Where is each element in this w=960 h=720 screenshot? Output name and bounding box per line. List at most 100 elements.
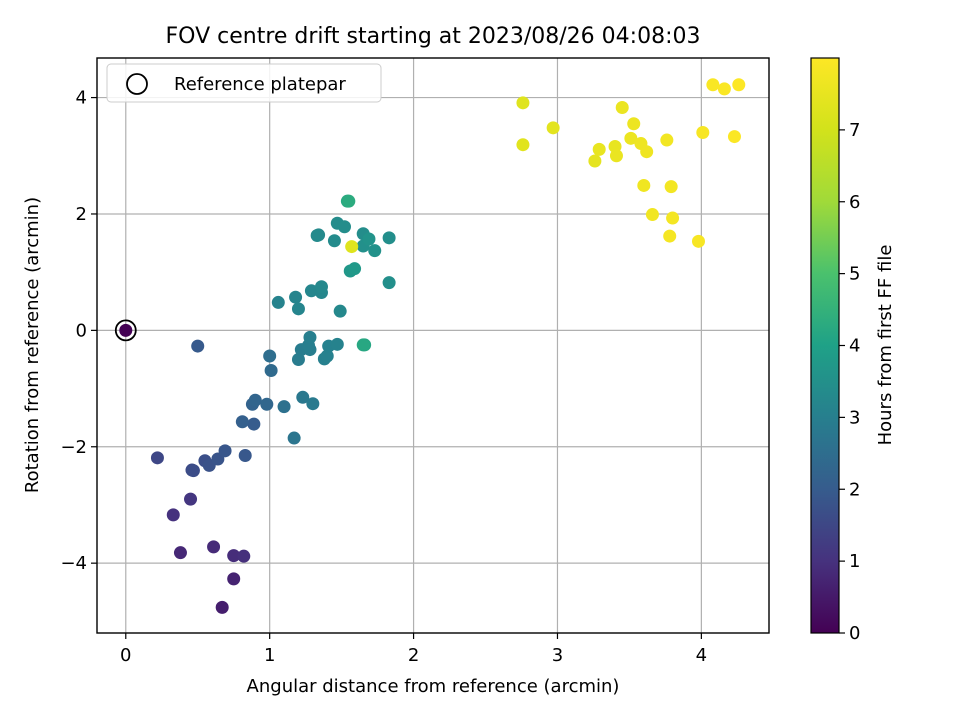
colorbar-tick-label: 3 bbox=[849, 407, 860, 428]
data-point bbox=[263, 349, 277, 363]
data-point bbox=[691, 234, 705, 248]
data-point bbox=[645, 208, 659, 222]
data-point bbox=[342, 194, 356, 208]
data-point bbox=[218, 444, 232, 458]
data-point bbox=[516, 96, 530, 110]
x-axis-ticks: 0 1 2 3 4 bbox=[120, 633, 707, 666]
data-point bbox=[186, 464, 200, 478]
reference-marker bbox=[114, 319, 137, 342]
data-point bbox=[207, 540, 221, 554]
data-point bbox=[706, 78, 720, 92]
data-point bbox=[362, 232, 376, 246]
x-tick-label: 0 bbox=[120, 645, 131, 666]
y-tick-label: 4 bbox=[76, 88, 87, 109]
y-tick-label: −4 bbox=[60, 553, 87, 574]
legend-box bbox=[106, 63, 382, 103]
x-tick-label: 2 bbox=[408, 645, 419, 666]
grid bbox=[97, 58, 769, 633]
data-point bbox=[247, 417, 261, 431]
legend: Reference platepar bbox=[106, 63, 382, 103]
y-tick-label: 2 bbox=[76, 204, 87, 225]
data-point bbox=[227, 572, 241, 586]
x-axis-label: Angular distance from reference (arcmin) bbox=[247, 676, 620, 697]
chart-title: FOV centre drift starting at 2023/08/26 … bbox=[166, 24, 701, 49]
data-point bbox=[227, 549, 241, 563]
data-point bbox=[368, 244, 382, 258]
colorbar-tick-label: 0 bbox=[849, 623, 860, 644]
data-point bbox=[330, 337, 344, 351]
colorbar: 0 1 2 3 4 5 6 7 Hours from first FF file bbox=[810, 57, 896, 644]
data-point bbox=[615, 100, 629, 114]
colorbar-ticks: 0 1 2 3 4 5 6 7 bbox=[839, 120, 860, 644]
data-point bbox=[166, 508, 180, 522]
data-point bbox=[303, 330, 317, 344]
data-point bbox=[333, 304, 347, 318]
data-point bbox=[184, 492, 198, 506]
data-point bbox=[237, 549, 251, 563]
data-point bbox=[314, 280, 328, 294]
data-point bbox=[717, 82, 731, 96]
data-point bbox=[664, 180, 678, 194]
colorbar-tick-label: 7 bbox=[849, 120, 860, 141]
data-point bbox=[191, 339, 205, 353]
data-point bbox=[271, 295, 285, 309]
plot-frame bbox=[96, 57, 770, 634]
data-point bbox=[215, 600, 229, 614]
data-point bbox=[382, 231, 396, 245]
data-point bbox=[640, 145, 654, 159]
y-tick-label: 0 bbox=[76, 320, 87, 341]
data-point bbox=[291, 352, 305, 366]
colorbar-tick-label: 1 bbox=[849, 551, 860, 572]
data-point bbox=[637, 178, 651, 192]
data-point bbox=[320, 349, 334, 363]
data-point bbox=[727, 130, 741, 144]
colorbar-tick-label: 5 bbox=[849, 264, 860, 285]
data-point bbox=[277, 400, 291, 414]
legend-marker-icon bbox=[126, 73, 148, 95]
data-point bbox=[382, 276, 396, 290]
data-point bbox=[327, 234, 341, 248]
data-point bbox=[588, 154, 602, 168]
colorbar-label: Hours from first FF file bbox=[875, 245, 896, 446]
data-point bbox=[150, 451, 164, 465]
colorbar-tick-label: 4 bbox=[849, 336, 860, 357]
data-point bbox=[173, 546, 187, 560]
x-tick-label: 4 bbox=[696, 645, 707, 666]
data-point bbox=[660, 133, 674, 147]
legend-entry-label: Reference platepar bbox=[174, 74, 346, 95]
y-axis-ticks: −4 −2 0 2 4 bbox=[60, 88, 97, 574]
data-point bbox=[732, 78, 746, 92]
data-point bbox=[516, 138, 530, 152]
colorbar-tick-label: 2 bbox=[849, 479, 860, 500]
data-point bbox=[592, 142, 606, 156]
data-point bbox=[310, 229, 324, 243]
data-point bbox=[306, 397, 320, 411]
data-point bbox=[356, 338, 370, 352]
data-point bbox=[338, 220, 352, 234]
data-point bbox=[609, 149, 623, 163]
y-tick-label: −2 bbox=[60, 437, 87, 458]
data-point bbox=[289, 290, 303, 304]
y-axis-label: Rotation from reference (arcmin) bbox=[22, 197, 43, 493]
colorbar-tick-label: 6 bbox=[849, 192, 860, 213]
data-point bbox=[546, 121, 560, 135]
data-point bbox=[235, 415, 249, 429]
data-point bbox=[304, 284, 318, 298]
data-point bbox=[291, 302, 305, 316]
data-point bbox=[238, 448, 252, 462]
x-tick-label: 3 bbox=[552, 645, 563, 666]
data-point bbox=[248, 393, 262, 407]
data-point bbox=[624, 131, 638, 145]
colorbar-gradient bbox=[810, 57, 840, 634]
data-point bbox=[666, 211, 680, 225]
data-point bbox=[696, 125, 710, 139]
data-point bbox=[264, 364, 278, 378]
data-point bbox=[345, 240, 359, 254]
data-points bbox=[119, 78, 746, 614]
data-point bbox=[627, 117, 641, 131]
x-tick-label: 1 bbox=[264, 645, 275, 666]
data-point bbox=[296, 390, 310, 404]
data-point bbox=[260, 397, 274, 411]
data-point bbox=[119, 323, 133, 337]
